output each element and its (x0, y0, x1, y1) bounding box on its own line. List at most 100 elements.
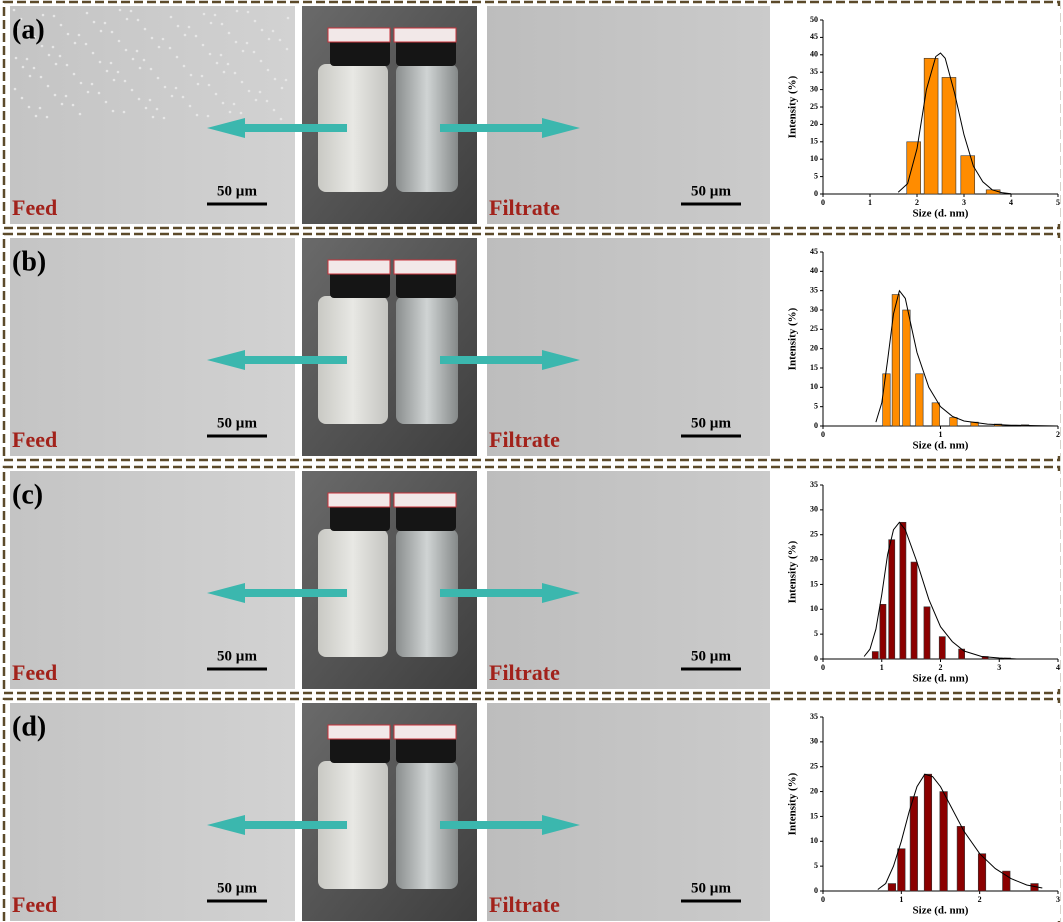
x-tick-label: 2 (978, 895, 982, 904)
panel-label: (a) (12, 14, 45, 45)
droplet (216, 62, 219, 65)
droplet (235, 41, 238, 44)
droplet (195, 35, 198, 38)
bar (961, 156, 975, 194)
droplet (54, 94, 57, 97)
bar (924, 607, 930, 659)
scale-bar-label: 50 µm (217, 183, 257, 199)
bar (910, 797, 918, 891)
droplet (137, 19, 140, 22)
droplet (119, 9, 122, 12)
droplet (190, 74, 193, 77)
droplet (33, 67, 36, 70)
droplet (201, 75, 204, 78)
droplet (145, 107, 148, 110)
droplet (215, 93, 218, 96)
x-tick-label: 2 (1056, 430, 1060, 439)
scale-bar-label: 50 µm (691, 880, 731, 896)
droplet (111, 31, 114, 34)
filtrate-label: Filtrate (489, 660, 560, 685)
droplet (104, 22, 107, 25)
y-axis-label: Intensity (%) (787, 307, 799, 370)
x-tick-label: 0 (821, 895, 825, 904)
droplet (52, 46, 55, 49)
droplet (105, 101, 108, 104)
y-tick-label: 30 (810, 737, 818, 746)
droplet (266, 100, 269, 103)
y-tick-label: 35 (810, 67, 818, 76)
y-tick-label: 10 (810, 604, 818, 613)
y-tick-label: 5 (814, 171, 818, 180)
x-tick-label: 3 (997, 663, 1001, 672)
droplet (79, 113, 82, 116)
droplet (26, 58, 29, 61)
droplet (234, 72, 237, 75)
droplet (47, 85, 50, 88)
droplet (280, 118, 283, 121)
droplet (221, 23, 224, 26)
bar (924, 774, 932, 891)
droplet (46, 116, 49, 119)
droplet (136, 50, 139, 53)
droplet (87, 91, 90, 94)
droplet (188, 26, 191, 29)
filtrate-seal (394, 725, 456, 739)
droplet (126, 18, 129, 21)
droplet (287, 17, 290, 20)
droplet (80, 82, 83, 85)
droplet (229, 111, 232, 114)
panel-label: (d) (12, 711, 46, 742)
x-tick-label: 2 (939, 663, 943, 672)
droplet (144, 28, 147, 31)
feed-label: Feed (12, 892, 57, 917)
x-tick-label: 0 (821, 430, 825, 439)
bar (978, 854, 986, 891)
droplet (35, 115, 38, 118)
x-axis-label: Size (d. nm) (913, 673, 969, 685)
droplet (152, 116, 155, 119)
x-axis-label: Size (d. nm) (913, 208, 969, 220)
droplet (203, 13, 206, 16)
droplet (113, 79, 116, 82)
droplet (86, 12, 89, 15)
y-tick-label: 35 (810, 285, 818, 294)
droplet (259, 91, 262, 94)
bar (924, 58, 938, 194)
scale-bar-label: 50 µm (691, 648, 731, 664)
droplet (255, 99, 258, 102)
scale-bar-label: 50 µm (691, 415, 731, 431)
droplet (279, 39, 282, 42)
x-tick-label: 1 (868, 198, 872, 207)
droplet (202, 44, 205, 47)
y-tick-label: 5 (814, 861, 818, 870)
droplet (273, 109, 276, 112)
droplet (78, 34, 81, 37)
droplet (72, 104, 75, 107)
droplet (110, 62, 113, 65)
droplet (254, 20, 257, 23)
filtrate-seal (394, 260, 456, 274)
droplet (208, 84, 211, 87)
droplet (286, 48, 289, 51)
bar (889, 540, 895, 659)
droplet (39, 107, 42, 110)
bar (883, 374, 891, 426)
droplet (125, 49, 128, 52)
bar (898, 849, 906, 891)
droplet (214, 14, 217, 17)
x-tick-label: 0 (821, 198, 825, 207)
y-tick-label: 0 (814, 654, 818, 663)
y-tick-label: 15 (810, 811, 818, 820)
droplet (260, 60, 263, 63)
droplet (227, 63, 230, 66)
y-tick-label: 25 (810, 762, 818, 771)
droplet (223, 71, 226, 74)
droplet (53, 15, 56, 18)
droplet (220, 54, 223, 57)
droplet (85, 43, 88, 46)
droplet (150, 68, 153, 71)
droplet (99, 61, 102, 64)
droplet (91, 83, 94, 86)
scale-bar-label: 50 µm (691, 183, 731, 199)
droplet (162, 38, 165, 41)
